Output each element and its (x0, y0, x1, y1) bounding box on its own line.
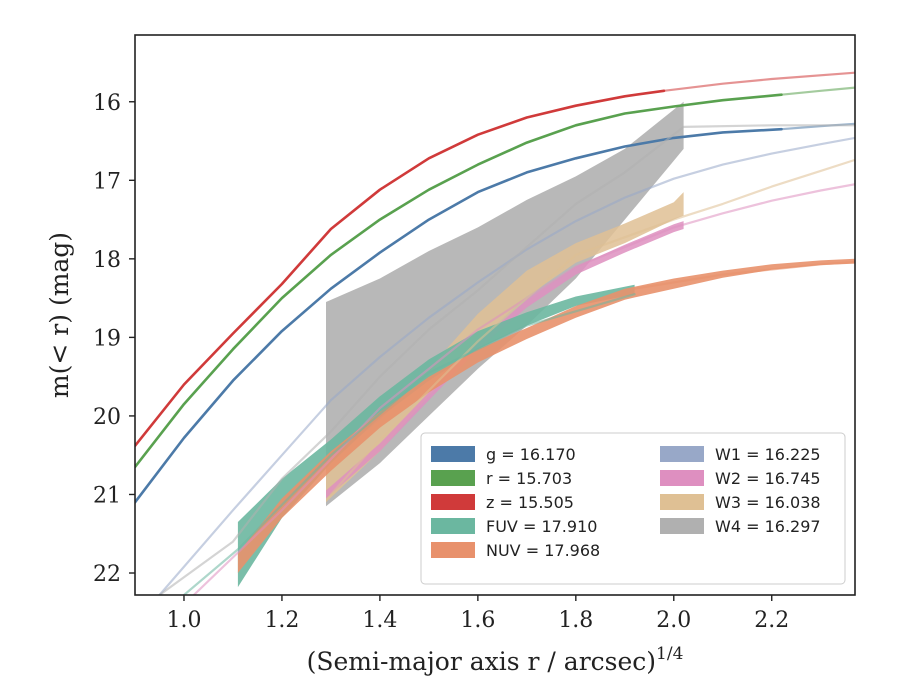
x-tick-label: 1.6 (460, 608, 495, 633)
y-tick-label: 22 (93, 562, 121, 587)
legend-swatch (431, 470, 475, 486)
legend-swatch (660, 494, 704, 510)
y-tick-label: 20 (93, 405, 121, 430)
profile-lines (135, 71, 855, 595)
legend-swatch (431, 494, 475, 510)
legend-label: W4 = 16.297 (715, 517, 821, 536)
series-line-w1-extension (158, 136, 855, 595)
legend-swatch (660, 470, 704, 486)
x-tick-label: 1.8 (558, 608, 593, 633)
series-line-nuv-extension (633, 260, 855, 290)
series-line-g (135, 127, 783, 504)
series-line-w2-extension (192, 183, 855, 595)
series-line-w4-extension (158, 124, 855, 595)
legend-frame (420, 432, 846, 585)
legend: g = 16.170 r = 15.703 z = 15.505 FUV = 17.9… (420, 432, 846, 585)
y-tick-label: 21 (93, 483, 121, 508)
x-axis-title: (Semi-major axis r / arcsec)1/4 (307, 644, 684, 676)
y-tick-label: 16 (93, 91, 121, 116)
legend-swatch (660, 446, 704, 462)
y-tick-label: 19 (93, 326, 121, 351)
legend-label: r = 15.703 (486, 469, 572, 488)
legend-swatch (431, 446, 475, 462)
legend-swatch (431, 542, 475, 558)
legend-label: g = 16.170 (486, 445, 576, 464)
series-line-r (135, 93, 783, 469)
series-line-r-extension (780, 86, 855, 96)
x-tick-label: 2.0 (656, 608, 691, 633)
y-tick-label: 17 (93, 169, 121, 194)
legend-swatch (660, 518, 704, 534)
y-axis-title: m(< r) (mag) (45, 232, 74, 398)
x-tick-label: 1.4 (362, 608, 397, 633)
x-tick-label: 1.2 (264, 608, 299, 633)
legend-label: FUV = 17.910 (486, 517, 597, 536)
legend-label: NUV = 17.968 (486, 541, 600, 560)
legend-swatch (431, 518, 475, 534)
x-tick-label: 1.0 (166, 608, 201, 633)
y-axis-ticks: 16 17 18 19 20 21 22 (93, 91, 135, 587)
legend-label: W3 = 16.038 (715, 493, 821, 512)
plot-frame (134, 34, 856, 596)
legend-label: W1 = 16.225 (715, 445, 821, 464)
series-line-z-extension (662, 71, 855, 92)
legend-label: W2 = 16.745 (715, 469, 821, 488)
series-line-fuv-extension (182, 293, 636, 595)
band-nuv (237, 258, 855, 573)
y-tick-label: 18 (93, 248, 121, 273)
legend-label: z = 15.505 (486, 493, 574, 512)
band-w3 (326, 192, 684, 503)
x-tick-label: 2.2 (754, 608, 789, 633)
series-line-w3-extension (329, 158, 855, 496)
x-axis-ticks: 1.0 1.2 1.4 1.6 1.8 2.0 2.2 (166, 595, 789, 633)
series-line-z (135, 89, 666, 448)
